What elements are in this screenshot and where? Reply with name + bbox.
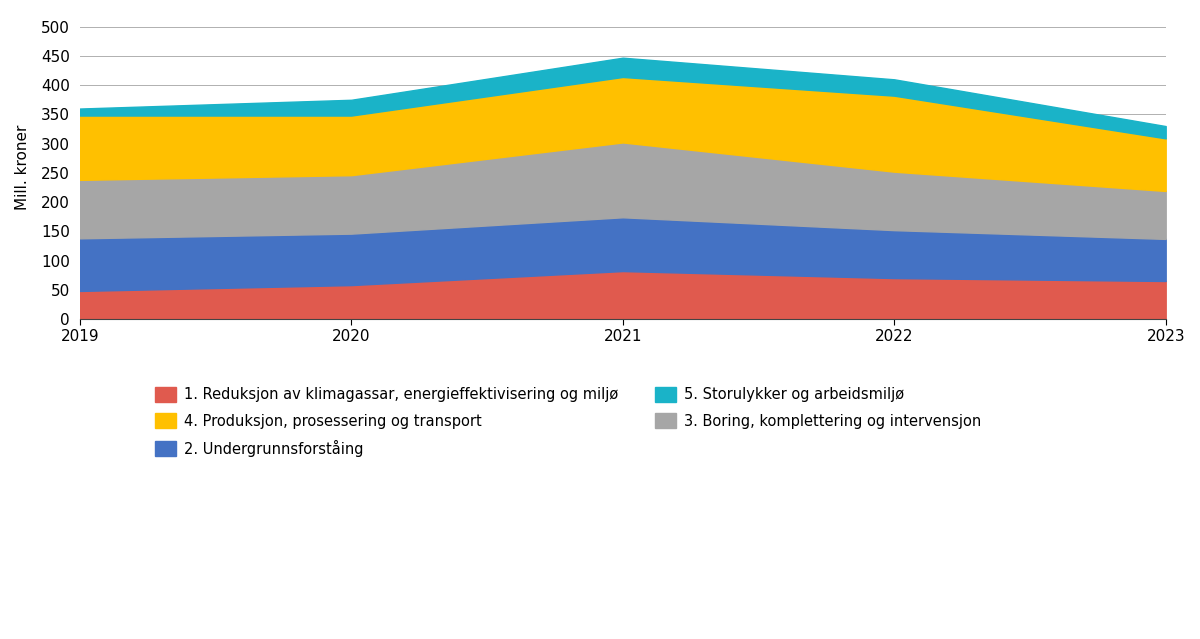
Y-axis label: Mill. kroner: Mill. kroner	[16, 125, 30, 210]
Legend: 1. Reduksjon av klimagassar, energieffektivisering og miljø, 4. Produksjon, pros: 1. Reduksjon av klimagassar, energieffek…	[150, 381, 988, 463]
